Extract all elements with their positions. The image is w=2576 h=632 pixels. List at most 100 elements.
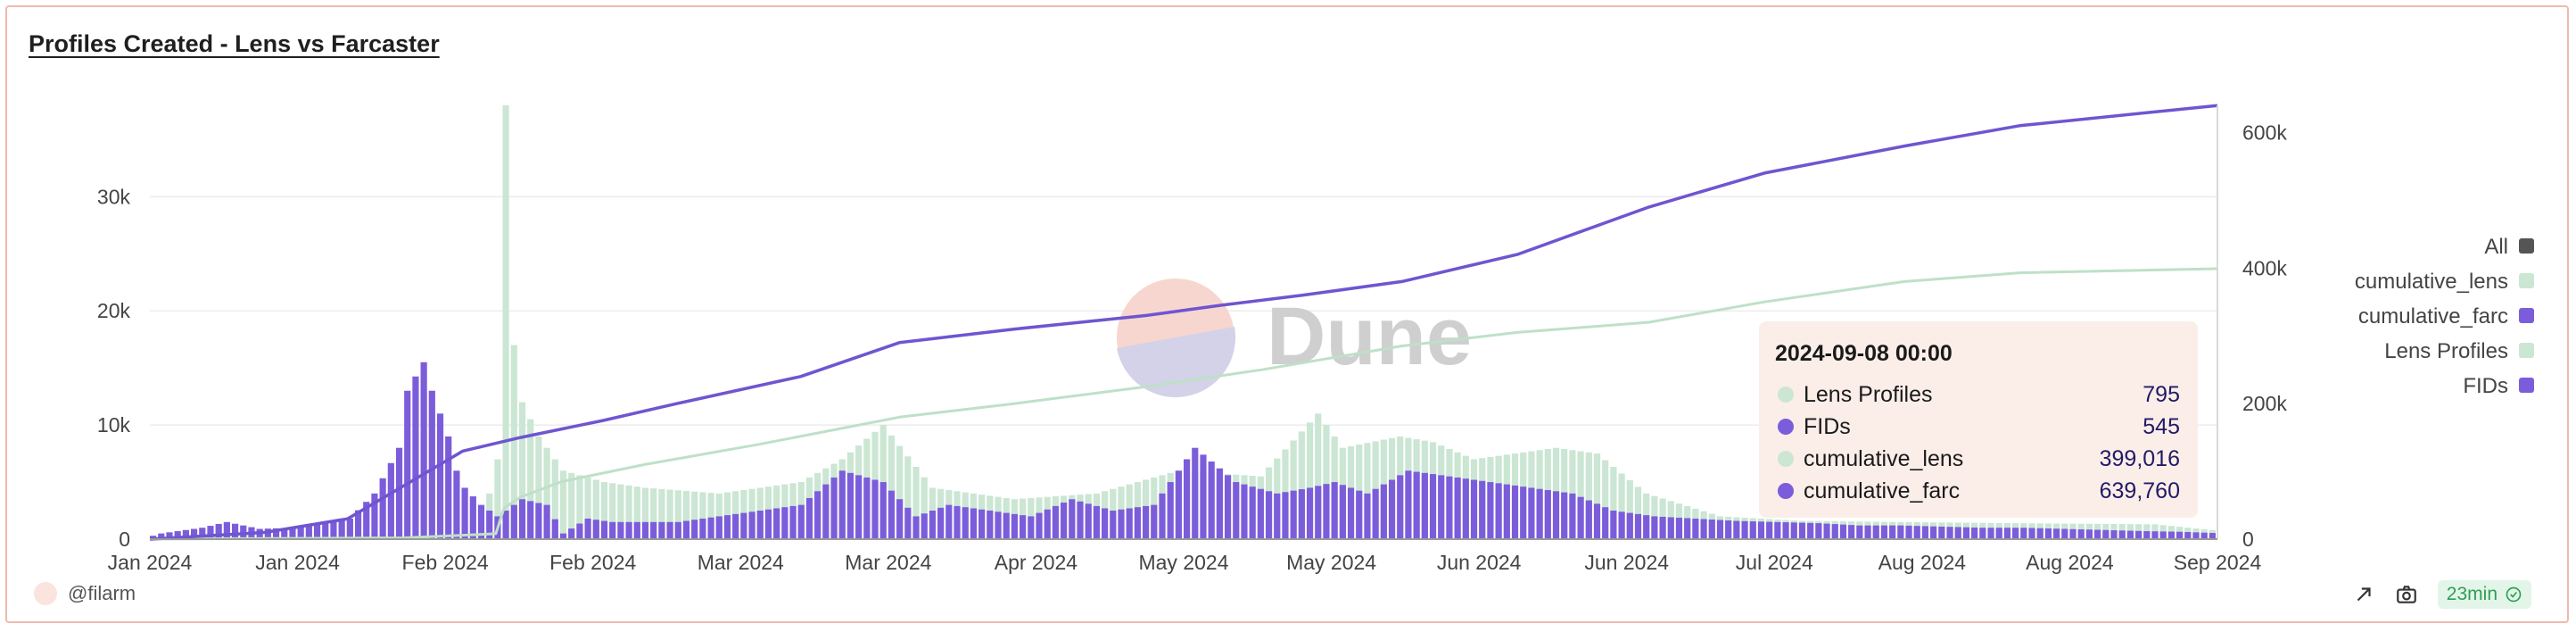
bar[interactable]: [1249, 486, 1256, 539]
bar[interactable]: [987, 511, 994, 539]
bar[interactable]: [330, 521, 337, 539]
bar[interactable]: [1003, 512, 1010, 539]
bar[interactable]: [682, 520, 690, 539]
bar[interactable]: [1700, 519, 1707, 539]
bar[interactable]: [518, 499, 526, 539]
bar[interactable]: [1610, 467, 1617, 539]
bar[interactable]: [469, 496, 476, 539]
bar[interactable]: [543, 447, 550, 539]
bar[interactable]: [1684, 518, 1691, 539]
bar[interactable]: [2135, 530, 2143, 539]
bar[interactable]: [2069, 528, 2076, 539]
bar[interactable]: [559, 470, 567, 539]
bar[interactable]: [313, 524, 321, 539]
bar[interactable]: [1585, 500, 1592, 539]
bar[interactable]: [838, 470, 846, 539]
bar[interactable]: [264, 528, 271, 539]
bar[interactable]: [912, 516, 920, 539]
bar[interactable]: [412, 376, 419, 539]
bar[interactable]: [1520, 486, 1527, 539]
bar[interactable]: [945, 504, 953, 539]
bar[interactable]: [1864, 525, 1871, 539]
bar[interactable]: [592, 520, 599, 539]
bar[interactable]: [814, 491, 822, 539]
bar[interactable]: [1880, 525, 1888, 539]
bar[interactable]: [1757, 521, 1765, 539]
bar[interactable]: [609, 483, 616, 539]
legend-swatch[interactable]: [2519, 343, 2534, 358]
bar[interactable]: [1577, 451, 1584, 539]
bar[interactable]: [715, 516, 722, 539]
bar[interactable]: [715, 493, 722, 539]
refresh-badge[interactable]: 23min: [2437, 580, 2531, 609]
bar[interactable]: [1815, 523, 1822, 539]
bar[interactable]: [937, 507, 945, 539]
bar[interactable]: [1298, 431, 1305, 539]
bar[interactable]: [576, 523, 583, 539]
bar[interactable]: [699, 492, 706, 539]
bar[interactable]: [1659, 516, 1666, 539]
legend-swatch[interactable]: [2519, 308, 2534, 323]
share-icon[interactable]: [2352, 583, 2375, 606]
bar[interactable]: [1971, 527, 1978, 539]
bar[interactable]: [1602, 460, 1609, 539]
bar[interactable]: [789, 505, 797, 539]
bar[interactable]: [379, 478, 386, 539]
bar[interactable]: [863, 477, 871, 539]
bar[interactable]: [1561, 492, 1568, 539]
bar[interactable]: [1110, 511, 1117, 539]
bar[interactable]: [625, 521, 632, 539]
bar[interactable]: [2200, 532, 2208, 539]
bar[interactable]: [773, 508, 780, 539]
bar[interactable]: [2102, 529, 2110, 539]
bar[interactable]: [461, 487, 468, 539]
bar[interactable]: [2167, 531, 2175, 539]
bar[interactable]: [527, 419, 534, 539]
bar[interactable]: [182, 529, 189, 539]
author-area[interactable]: @filarm: [34, 582, 136, 605]
bar[interactable]: [551, 519, 558, 539]
legend-label[interactable]: All: [2484, 235, 2508, 259]
bar[interactable]: [1913, 526, 1920, 539]
bar[interactable]: [1487, 482, 1494, 539]
legend-label[interactable]: Lens Profiles: [2384, 339, 2508, 363]
bar[interactable]: [764, 509, 772, 539]
bar[interactable]: [1151, 504, 1158, 539]
bar[interactable]: [1593, 503, 1601, 539]
bar[interactable]: [281, 528, 288, 539]
bar[interactable]: [1593, 453, 1601, 539]
bar[interactable]: [888, 490, 896, 539]
bar[interactable]: [436, 413, 444, 539]
bar[interactable]: [682, 491, 690, 539]
bar[interactable]: [1241, 484, 1248, 539]
bar[interactable]: [1184, 459, 1191, 539]
bar[interactable]: [970, 508, 978, 539]
camera-icon[interactable]: [2395, 583, 2418, 606]
bar[interactable]: [338, 520, 345, 539]
bar[interactable]: [1921, 526, 1929, 539]
bar[interactable]: [420, 362, 427, 539]
bar[interactable]: [600, 520, 608, 539]
bar[interactable]: [1749, 521, 1756, 539]
bar[interactable]: [559, 533, 567, 539]
bar[interactable]: [1930, 526, 1937, 539]
bar[interactable]: [584, 477, 591, 539]
bar[interactable]: [158, 533, 165, 539]
bar[interactable]: [1938, 526, 1945, 539]
bar[interactable]: [921, 513, 928, 539]
bar[interactable]: [1356, 490, 1363, 539]
bar[interactable]: [322, 523, 329, 539]
bar[interactable]: [1347, 487, 1355, 539]
bar[interactable]: [1675, 517, 1683, 539]
bar[interactable]: [617, 484, 624, 539]
bar[interactable]: [1725, 520, 1732, 539]
bar[interactable]: [2012, 528, 2019, 539]
bar[interactable]: [617, 521, 624, 539]
bar[interactable]: [830, 477, 838, 539]
bar[interactable]: [756, 511, 764, 539]
bar[interactable]: [822, 484, 830, 539]
legend-swatch[interactable]: [2519, 378, 2534, 393]
bar[interactable]: [707, 493, 714, 539]
bar[interactable]: [2085, 529, 2093, 539]
bar[interactable]: [1708, 520, 1715, 539]
